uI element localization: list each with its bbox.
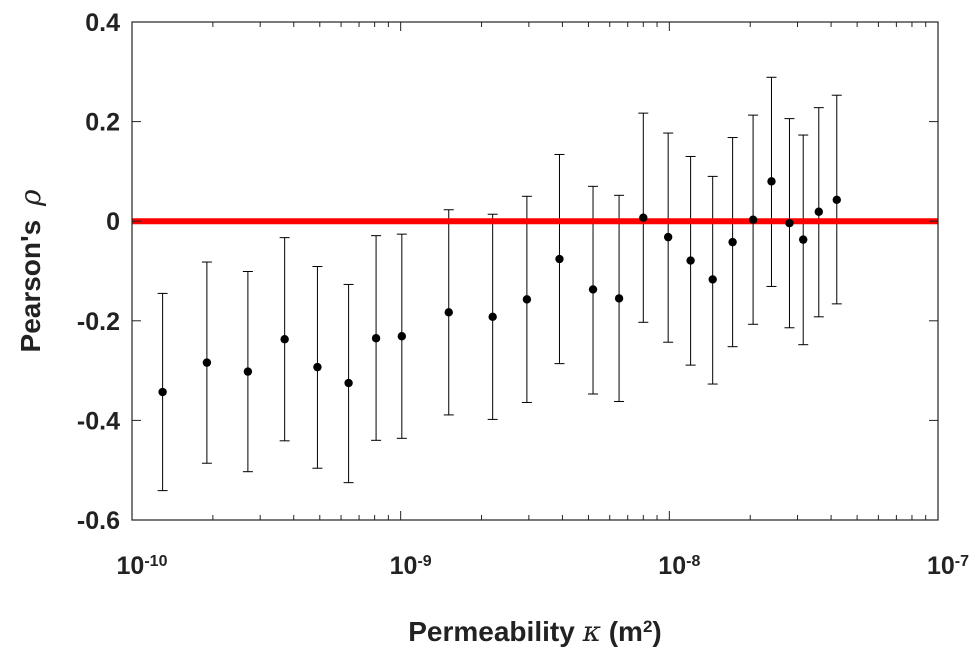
data-point [832, 195, 841, 204]
x-axis-unit-exponent: 2 [643, 617, 652, 636]
plot-area [132, 22, 938, 520]
x-tick-exponent: -9 [417, 553, 431, 570]
x-axis-symbol: κ [582, 615, 601, 648]
data-point [522, 295, 532, 304]
y-tick-label: -0.2 [77, 308, 120, 336]
x-tick-exponent: -8 [686, 553, 700, 570]
data-points [158, 177, 841, 397]
x-tick-base: 10 [658, 552, 686, 580]
data-point [202, 358, 212, 367]
x-axis-unit-open: (m [609, 616, 643, 647]
data-point [614, 294, 624, 303]
plot-frame [131, 21, 939, 521]
y-axis-symbol: ρ [14, 189, 47, 207]
y-axis-title: Pearson's ρ [14, 189, 47, 353]
y-tick-label: 0.4 [85, 9, 120, 37]
axis-ticks [131, 21, 939, 521]
x-tick-base: 10 [117, 552, 145, 580]
data-point [686, 256, 695, 265]
data-point [588, 285, 598, 294]
data-point [814, 207, 823, 216]
data-point [243, 367, 253, 376]
y-tick-label: 0.2 [85, 109, 120, 137]
x-tick-exponent: -7 [955, 553, 969, 570]
y-axis-title-text: Pearson's [15, 220, 46, 353]
data-point [344, 378, 353, 388]
data-point [444, 308, 453, 317]
data-point [748, 215, 758, 224]
data-point [313, 362, 322, 372]
data-point [799, 235, 808, 244]
x-tick-labels: 10-10 10-9 10-8 10-7 [117, 552, 970, 580]
y-tick-label: 0 [106, 208, 120, 236]
x-tick-base: 10 [390, 552, 418, 580]
data-point [488, 312, 497, 322]
x-tick-label: 10-7 [927, 552, 969, 580]
x-axis-title: Permeability κ (m2) [408, 615, 662, 648]
x-axis-title-text: Permeability [408, 616, 575, 647]
data-point [708, 275, 717, 284]
data-point [663, 232, 673, 242]
data-point [639, 213, 648, 222]
y-tick-label: -0.6 [77, 507, 120, 535]
data-point [397, 332, 407, 341]
data-point [555, 254, 564, 264]
data-point [158, 387, 167, 397]
y-tick-label: -0.4 [77, 407, 120, 435]
x-tick-label: 10-9 [390, 552, 432, 580]
x-tick-label: 10-8 [658, 552, 700, 580]
data-point [767, 177, 776, 186]
y-tick-labels: 0.4 0.2 0 -0.2 -0.4 -0.6 [77, 9, 120, 535]
data-point [280, 335, 289, 344]
data-point [371, 334, 381, 343]
x-axis-unit-close: ) [652, 616, 661, 647]
x-tick-exponent: -10 [144, 553, 167, 570]
data-point [785, 218, 794, 228]
x-tick-label: 10-10 [117, 552, 168, 580]
data-point [728, 237, 737, 247]
x-tick-base: 10 [927, 552, 955, 580]
